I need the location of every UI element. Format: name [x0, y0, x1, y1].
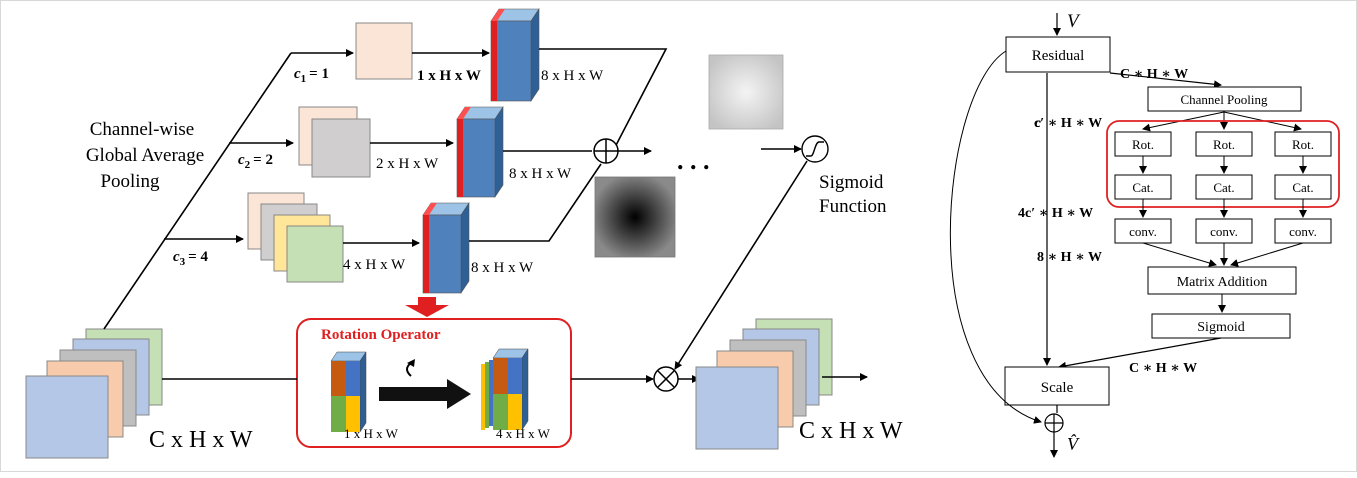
gap-label-line-3: Pooling — [100, 171, 160, 192]
label-4c-prime: 4c′ ∗ H ∗ W — [1018, 206, 1093, 221]
pooled-map-3d — [286, 225, 344, 283]
attention-map-light — [708, 54, 784, 130]
conv-box-1 — [1114, 218, 1172, 244]
gap-label-line-2: Global Average — [86, 145, 204, 166]
line-block3-to-sum — [469, 163, 602, 242]
scale-box — [1004, 366, 1110, 406]
gap-label-line-1: Channel-wise — [90, 119, 194, 140]
rotation-title: Rotation Operator — [321, 327, 441, 343]
dim-small-1: 1 x H x W — [417, 68, 481, 84]
sigmoid-box — [1151, 313, 1291, 339]
left-diagram: C x H x W Channel-wise Global Average Po… — [25, 8, 903, 459]
rotation-group-frame — [1106, 120, 1340, 208]
c3-label: c3 = 4 — [173, 249, 208, 268]
scale-label: Scale — [1041, 380, 1074, 396]
rot-label-3: Rot. — [1292, 137, 1314, 152]
gap-trunk-line — [103, 52, 292, 330]
right-flowchart: V Residual C ∗ H ∗ W Channel Pooling Rot… — [949, 11, 1340, 458]
rot-box-1 — [1114, 131, 1172, 157]
line-conv3-add — [1230, 242, 1304, 267]
rotation-block-before — [330, 351, 367, 433]
sigmoid-label-line-1: Sigmoid — [819, 172, 884, 193]
residual-label: Residual — [1032, 48, 1085, 64]
line-block1-to-sum — [539, 48, 668, 152]
line-conv1-add — [1142, 242, 1217, 267]
pooled-map-1 — [355, 22, 413, 80]
pooled-map-2b — [311, 118, 371, 178]
residual-add-operator — [1044, 413, 1064, 433]
rotated-block-1 — [490, 8, 540, 102]
red-down-arrow — [405, 297, 449, 317]
sigmoid-box-label: Sigmoid — [1197, 320, 1244, 335]
multiply-operator — [653, 366, 679, 392]
rotation-block-after — [481, 348, 529, 431]
input-dim-label: C x H x W — [149, 427, 253, 453]
conv-label-2: conv. — [1210, 224, 1238, 239]
label-8hw: 8 ∗ H ∗ W — [1037, 250, 1102, 265]
rotate-icon-head — [407, 359, 415, 367]
v-hat-output-symbol: V̂ — [1067, 434, 1080, 454]
line-sigmoid-scale — [1058, 337, 1222, 370]
rotation-after-dim: 4 x H x W — [496, 426, 551, 441]
line-residual-to-pooling — [1109, 72, 1222, 89]
conv-label-1: conv. — [1129, 224, 1157, 239]
cat-label-2: Cat. — [1213, 180, 1234, 195]
rotated-block-3 — [422, 202, 470, 294]
attention-map-dark — [594, 176, 676, 258]
rot-box-2 — [1195, 131, 1253, 157]
label-chw-bottom: C ∗ H ∗ W — [1129, 361, 1197, 376]
dim-big-3: 8 x H x W — [471, 260, 534, 276]
dim-big-2: 8 x H x W — [509, 166, 572, 182]
channel-pooling-box — [1147, 86, 1302, 112]
dim-small-2: 2 x H x W — [376, 156, 439, 172]
dim-small-3: 4 x H x W — [343, 257, 406, 273]
output-feature-stack — [695, 318, 833, 450]
rot-label-2: Rot. — [1213, 137, 1235, 152]
sum-operator — [593, 138, 619, 164]
rot-label-1: Rot. — [1132, 137, 1154, 152]
residual-box — [1005, 36, 1111, 73]
matrix-addition-label: Matrix Addition — [1177, 275, 1268, 290]
cat-label-3: Cat. — [1292, 180, 1313, 195]
conv-label-3: conv. — [1289, 224, 1317, 239]
sigmoid-label-line-2: Function — [819, 196, 887, 217]
line-sigmoid-to-multiply — [674, 160, 808, 370]
dim-big-1: 8 x H x W — [541, 68, 604, 84]
input-feature-stack — [25, 328, 163, 459]
v-input-symbol: V — [1067, 11, 1081, 32]
label-chw-top: C ∗ H ∗ W — [1120, 67, 1188, 82]
rot-box-3 — [1274, 131, 1332, 157]
rotation-operator-panel: Rotation Operator 1 x H x W — [296, 318, 572, 448]
conv-box-2 — [1195, 218, 1253, 244]
channel-pooling-label: Channel Pooling — [1180, 92, 1268, 107]
sigmoid-icon — [801, 135, 829, 163]
skip-connection-curve — [949, 50, 1042, 424]
c2-label: c2 = 2 — [238, 152, 273, 171]
rotation-arrow — [379, 379, 471, 409]
rotation-before-dim: 1 x H x W — [344, 426, 399, 441]
rotated-block-2 — [456, 106, 504, 198]
cat-label-1: Cat. — [1132, 180, 1153, 195]
ellipsis-dots: . . . — [677, 146, 710, 175]
label-c-prime: cc′ ∗ H ∗ W — [1034, 116, 1102, 131]
matrix-addition-box — [1147, 266, 1297, 295]
cat-box-1 — [1114, 174, 1172, 200]
gap-label: Channel-wise Global Average Pooling — [86, 119, 204, 192]
output-dim-label: C x H x W — [799, 418, 903, 444]
c1-label: c1 = 1 — [294, 66, 329, 85]
